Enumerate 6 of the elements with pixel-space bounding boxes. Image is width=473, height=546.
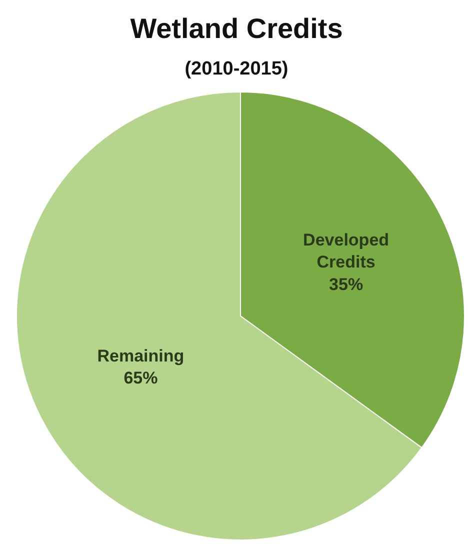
data-label: 35%	[329, 274, 364, 294]
slice-label: Developed Credits	[303, 230, 390, 272]
data-label: 65%	[124, 368, 158, 388]
chart-title: Wetland Credits	[130, 13, 343, 44]
chart-subtitle: (2010-2015)	[184, 58, 288, 80]
slice-label: Remaining	[97, 346, 184, 366]
